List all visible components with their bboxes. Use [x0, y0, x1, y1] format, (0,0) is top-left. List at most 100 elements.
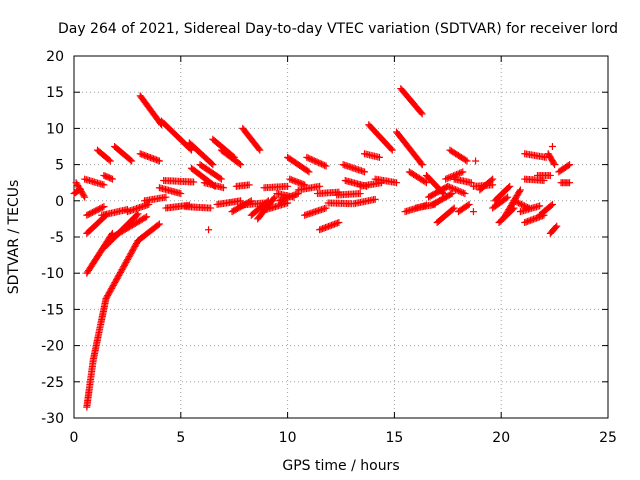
data-point [443, 174, 451, 182]
data-point [455, 187, 463, 195]
data-point [360, 168, 368, 176]
data-point [305, 168, 313, 176]
data-point [547, 202, 555, 210]
data-point [307, 155, 315, 163]
data-point [141, 214, 149, 222]
data-point [519, 201, 527, 209]
data-point [515, 199, 523, 207]
data-point [143, 213, 151, 221]
data-point [190, 178, 198, 186]
axis-ticks: 0 5 10 15 20 25 -30 -25 -20 -15 -10 -5 0 5 10 15 20 [41, 49, 617, 446]
y-tick-label: 10 [46, 121, 64, 137]
data-point [322, 162, 330, 170]
data-point [256, 146, 264, 154]
data-point [98, 203, 106, 211]
y-tick-label: -30 [41, 411, 64, 427]
data-point [270, 194, 278, 202]
data-point [316, 159, 324, 167]
y-tick-label: -25 [41, 375, 64, 391]
data-point [459, 168, 467, 176]
data-point [454, 170, 462, 178]
data-point [205, 226, 213, 234]
data-point [445, 183, 453, 191]
data-points [70, 85, 574, 411]
data-point [520, 202, 528, 210]
data-point [551, 161, 559, 169]
data-point [464, 201, 472, 209]
data-point [472, 157, 480, 165]
data-point [128, 157, 136, 165]
data-point [100, 181, 108, 189]
x-tick-label: 5 [176, 430, 185, 446]
data-point [458, 188, 466, 196]
data-point [315, 159, 323, 167]
data-point [465, 200, 473, 208]
y-tick-label: 5 [55, 158, 64, 174]
data-point [451, 171, 459, 179]
data-point [487, 176, 495, 184]
data-point [448, 184, 456, 192]
data-point [550, 159, 558, 167]
x-axis-label: GPS time / hours [282, 458, 399, 474]
data-point [375, 153, 383, 161]
data-point [306, 155, 314, 163]
data-point [456, 188, 464, 196]
data-point [304, 154, 312, 162]
y-tick-label: -15 [41, 302, 64, 318]
data-point [80, 192, 88, 200]
data-point [553, 222, 561, 230]
data-point [220, 184, 228, 192]
data-point [126, 156, 134, 164]
data-point [145, 200, 153, 208]
data-point [309, 156, 317, 164]
data-point [447, 184, 455, 192]
data-point [552, 223, 560, 231]
data-point [442, 175, 450, 183]
data-point [304, 167, 312, 175]
data-point [469, 208, 477, 216]
data-point [108, 175, 116, 183]
x-tick-label: 15 [385, 430, 403, 446]
data-point [418, 110, 426, 118]
data-point [235, 160, 243, 168]
data-point [422, 179, 430, 187]
data-point [462, 156, 470, 164]
data-point [516, 200, 524, 208]
data-point [566, 179, 574, 187]
data-point [133, 211, 141, 219]
y-tick-label: 20 [46, 49, 64, 65]
data-point [548, 200, 556, 208]
data-point [506, 182, 514, 190]
data-point [510, 197, 518, 205]
chart-title: Day 264 of 2021, Sidereal Day-to-day VTE… [58, 21, 618, 37]
data-point [418, 161, 426, 169]
data-point [512, 198, 520, 206]
data-point [100, 203, 108, 211]
data-point [444, 182, 452, 190]
y-tick-label: -20 [41, 339, 64, 355]
x-tick-label: 20 [492, 430, 510, 446]
data-point [81, 193, 89, 201]
y-tick-label: -5 [50, 230, 64, 246]
data-point [505, 183, 513, 191]
data-point [447, 190, 455, 198]
data-point [207, 204, 215, 212]
data-point [321, 161, 329, 169]
data-point [322, 204, 330, 212]
data-point [566, 161, 574, 169]
data-point [356, 190, 364, 198]
data-point [456, 169, 464, 177]
data-point [564, 162, 572, 170]
data-point [461, 190, 469, 198]
data-point [453, 170, 461, 178]
data-point [318, 160, 326, 168]
data-point [316, 182, 324, 190]
data-point [449, 205, 457, 213]
data-point [107, 174, 115, 182]
data-point [388, 146, 396, 154]
data-point [417, 109, 425, 117]
data-point [105, 156, 113, 164]
data-point [457, 168, 465, 176]
data-point [371, 195, 379, 203]
